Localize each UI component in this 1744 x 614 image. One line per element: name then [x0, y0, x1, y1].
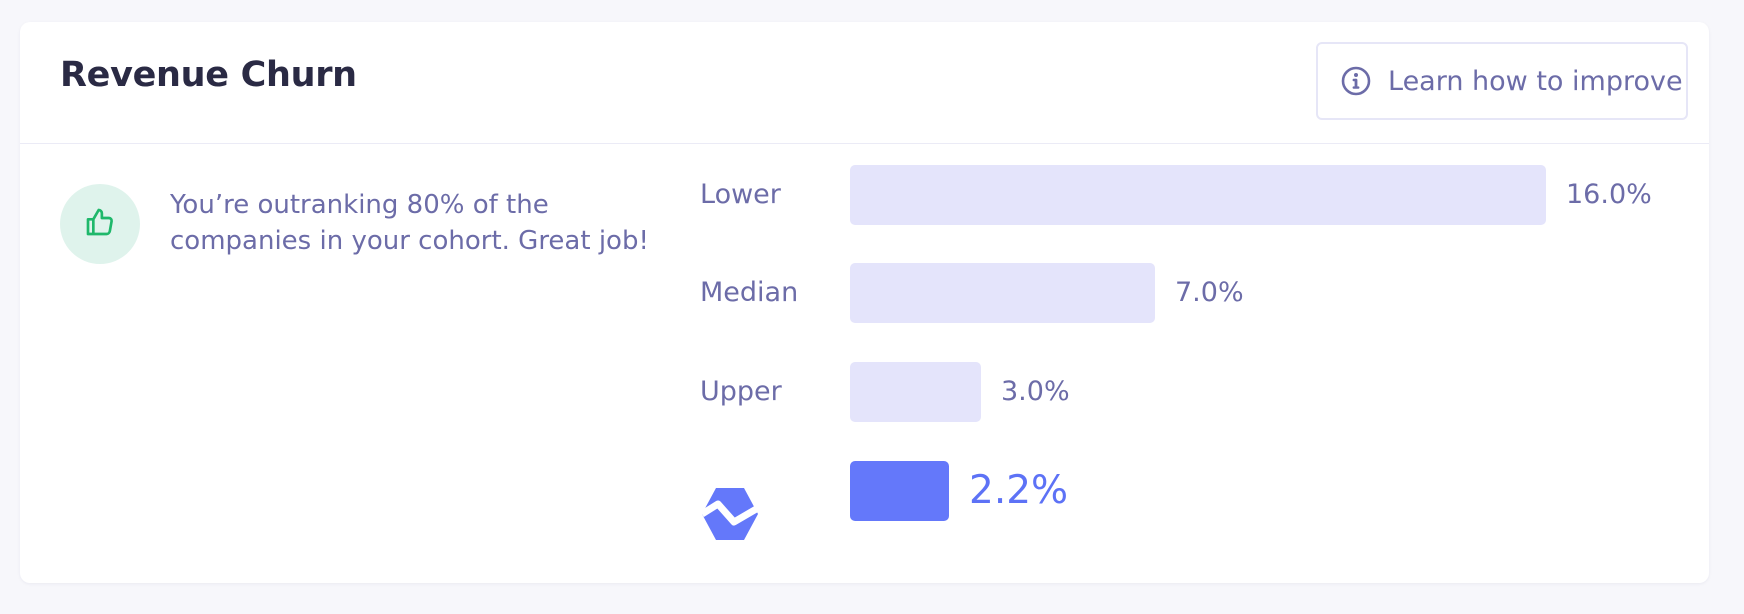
bar-lower	[850, 165, 1546, 225]
tier-label-upper: Upper	[700, 376, 782, 407]
learn-how-to-improve-button[interactable]: Learn how to improve	[1316, 42, 1688, 120]
revenue-churn-card: Revenue Churn Learn how to improve You’r…	[20, 22, 1709, 583]
value-label-upper: 3.0%	[1001, 376, 1070, 407]
value-label-lower: 16.0%	[1566, 179, 1652, 210]
tier-label-lower: Lower	[700, 179, 781, 210]
baremetrics-logo-icon	[700, 488, 760, 540]
info-icon	[1340, 65, 1372, 97]
value-label-your-company: 2.2%	[969, 468, 1069, 513]
card-header: Revenue Churn Learn how to improve	[20, 22, 1709, 144]
thumbs-up-icon	[84, 206, 116, 242]
tier-label-median: Median	[700, 277, 799, 308]
bar-upper	[850, 362, 981, 422]
learn-button-label: Learn how to improve	[1388, 65, 1683, 97]
success-badge	[60, 184, 140, 264]
card-title: Revenue Churn	[60, 55, 357, 95]
churn-benchmark-chart: Lower 16.0% Median 7.0% Upper 3.0% 2.2%	[20, 22, 1709, 583]
ranking-message: You’re outranking 80% of the companies i…	[170, 190, 649, 256]
value-label-median: 7.0%	[1175, 277, 1244, 308]
bar-your-company	[850, 461, 949, 521]
bar-median	[850, 263, 1155, 323]
